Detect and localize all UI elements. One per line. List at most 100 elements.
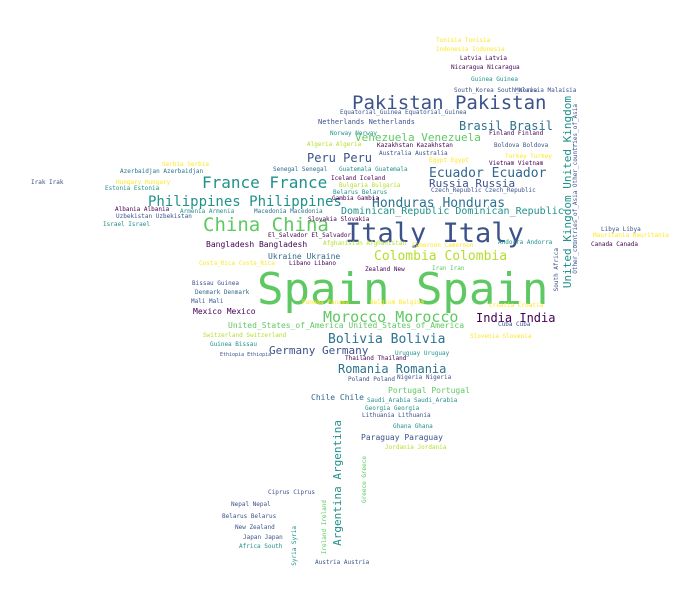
word: United_States_of_America United_States_o… <box>228 321 465 330</box>
word: Italy Italy <box>345 218 524 249</box>
word: Syria Syria <box>291 526 298 566</box>
word: South_Korea South_Korea <box>454 87 538 94</box>
word: Ghana Ghana <box>393 423 433 430</box>
word: Mauritania Mauritania <box>593 232 669 239</box>
word: Irak Irak <box>31 179 64 186</box>
word: Nepal Nepal <box>231 501 271 508</box>
word: Gambia Gambia <box>332 195 379 202</box>
word: Libya Libya <box>601 226 641 233</box>
word: Libano Libano <box>289 260 336 267</box>
word: Ethiopia Ethiopia <box>220 352 272 358</box>
word: Slovenia Slovenia <box>470 333 532 340</box>
word: Belarus Belarus <box>333 189 388 196</box>
word: Hungary Hungary <box>116 179 171 186</box>
word: Norway Norway <box>330 130 377 137</box>
word: Honduras Honduras <box>372 196 506 211</box>
word: Cuba Cuba <box>498 321 531 328</box>
word: Albania Albania <box>115 206 170 213</box>
word: Germany Germany <box>269 344 369 357</box>
word: Colombia Colombia <box>374 249 508 264</box>
word: Latvia Latvia <box>460 55 507 62</box>
word: Israel Israel <box>103 221 150 228</box>
word: Iran Iran <box>432 265 465 272</box>
word: Costa_Rica Costa_Rica <box>199 260 275 267</box>
word: Armenia Armenia <box>180 208 235 215</box>
word: Morocco Morocco <box>323 308 459 326</box>
word: South Africa <box>553 248 560 292</box>
word: Kazakhstan Kazakhstan <box>377 142 453 149</box>
word: Tunisia Tunisia <box>436 37 491 44</box>
word: Switzerland Switzerland <box>203 332 287 339</box>
word: Denmark Denmark <box>195 289 250 296</box>
word: Belgium Belgium <box>370 299 425 306</box>
word: Algeria Algeria <box>307 141 362 148</box>
word: Mexico Mexico <box>193 307 256 316</box>
word: Uzbekistan Uzbekistan <box>116 213 192 220</box>
word: Slovakia Slovakia <box>308 216 370 223</box>
word: France France <box>202 173 328 192</box>
word: Romania Romania <box>338 362 447 376</box>
word: Paraguay Paraguay <box>361 433 443 442</box>
word: Austria Austria <box>315 559 370 566</box>
word: Guinea Bissau <box>210 341 257 348</box>
word: Thailand Thailand <box>345 355 407 362</box>
word: Zealand New <box>365 266 405 273</box>
word: Nigeria Nigeria <box>397 374 452 381</box>
word: Netherlands Netherlands <box>318 118 415 126</box>
word: Bolivia Bolivia <box>328 332 446 347</box>
word: Croatia Croatia <box>489 302 544 309</box>
word: Estonia Estonia <box>105 185 160 192</box>
word: Andorra Andorra <box>498 239 553 246</box>
word: Venezuela Venezuela <box>355 131 481 144</box>
word: Georgia Georgia <box>365 405 420 412</box>
word: Russia Russia <box>429 177 516 190</box>
word: China China <box>203 214 329 236</box>
word: Iceland Iceland <box>331 175 386 182</box>
word: Argentina Argentina <box>331 420 344 546</box>
word: Finland Finland <box>489 130 544 137</box>
word: Africa South <box>239 543 283 550</box>
word: Azerbaidjan Azerbaidjan <box>120 168 204 175</box>
word: Canada Canada <box>591 241 638 248</box>
word: Jordania Jordania <box>385 444 447 451</box>
word: Pakistan Pakistan <box>352 92 547 114</box>
word: Poland Poland <box>348 376 395 383</box>
word: Spain Spain <box>257 264 549 315</box>
word: Mali Mali <box>191 298 224 305</box>
word: India India <box>476 311 556 325</box>
word: Ireland Ireland <box>321 500 328 555</box>
word: Turkey Turkey <box>505 153 552 160</box>
word: Cameroon Cameroon <box>412 242 474 249</box>
word: Senegal Senegal <box>273 166 328 173</box>
word: Bangladesh Bangladesh <box>206 240 308 249</box>
word: Czech_Republic Czech_Republic <box>431 187 536 194</box>
word: Brasil Brasil <box>459 119 553 133</box>
word: Ciprus Ciprus <box>268 489 315 496</box>
word: Vietnam Vietnam <box>489 160 544 167</box>
word: Indonesia Indonesia <box>436 46 505 53</box>
word: Australia Australia <box>379 150 448 157</box>
word: Chile Chile <box>311 393 364 402</box>
word: Philippines Philippines <box>148 194 342 210</box>
word: Peru Peru <box>307 151 373 165</box>
word: Japan Japan <box>243 534 283 541</box>
word: Other_countries_of_Asia Other_countries_… <box>572 104 579 274</box>
word: Greece Greece <box>361 456 368 503</box>
word: Panama Panama <box>302 299 349 306</box>
word: Afghanistan Afghanistan <box>323 240 407 247</box>
word: Portugal Portugal <box>388 386 470 395</box>
word: Bulgaria Bulgaria <box>339 182 401 189</box>
word: El_Salvador El_Salvador <box>268 232 352 239</box>
word: Uruguay Uruguay <box>395 350 450 357</box>
word: Ecuador Ecuador <box>429 166 547 181</box>
word: Lithuania Lithuania <box>362 412 431 419</box>
word: Belarus Belarus <box>222 513 277 520</box>
word: Nicaragua Nicaragua <box>451 64 520 71</box>
word: Macedonia Macedonia <box>254 208 323 215</box>
word: Guinea Guinea <box>471 76 518 83</box>
word: Equatorial_Guinea Equatorial_Guinea <box>340 109 467 116</box>
word: Saudi_Arabia Saudi_Arabia <box>367 397 458 404</box>
word: New Zealand <box>235 524 275 531</box>
word: Guatemala Guatemala <box>339 166 408 173</box>
